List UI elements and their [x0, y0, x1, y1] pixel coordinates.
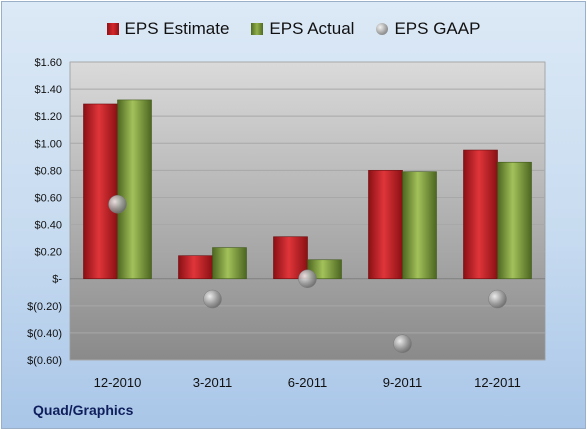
- legend-item-estimate: EPS Estimate: [106, 19, 230, 39]
- legend-item-gaap: EPS GAAP: [376, 19, 480, 39]
- legend-label-gaap: EPS GAAP: [394, 19, 481, 38]
- estimate-bar: [368, 170, 403, 280]
- estimate-bar: [463, 149, 498, 280]
- y-tick-label: $(0.20): [27, 301, 62, 313]
- gaap-marker: [393, 334, 412, 353]
- x-tick-label: 9-2011: [383, 375, 423, 390]
- actual-bar: [497, 161, 532, 280]
- legend-label-actual: EPS Actual: [269, 19, 355, 38]
- gaap-marker: [298, 269, 317, 288]
- estimate-bar: [83, 103, 118, 280]
- y-axis: $1.60 $1.40 $1.20 $1.00 $0.80 $0.60 $0.40 $0.20…: [27, 57, 62, 367]
- y-tick-label: $1.20: [34, 111, 62, 123]
- actual-swatch: [251, 23, 264, 35]
- y-tick-label: $1.00: [34, 138, 62, 150]
- x-tick-label: 3-2011: [193, 375, 233, 390]
- gaap-marker: [488, 289, 507, 309]
- y-tick-label: $0.40: [34, 220, 62, 232]
- estimate-bar: [178, 255, 213, 280]
- y-tick-label: $(0.40): [27, 328, 62, 340]
- x-axis: 12-2010 3-2011 6-2011 9-2011 12-2011: [94, 375, 521, 390]
- x-tick-label: 12-2011: [474, 375, 521, 390]
- company-name: Quad/Graphics: [33, 402, 134, 418]
- estimate-swatch: [106, 23, 119, 35]
- legend: EPS Estimate EPS Actual EPS GAAP: [0, 17, 587, 41]
- gaap-markers: [108, 194, 507, 353]
- y-tick-label: $(0.60): [27, 355, 62, 367]
- y-tick-label: $1.40: [34, 84, 62, 96]
- x-tick-label: 6-2011: [288, 375, 328, 390]
- actual-bar: [117, 99, 152, 280]
- y-tick-label: $-: [52, 274, 62, 286]
- y-tick-label: $0.60: [34, 192, 62, 204]
- y-tick-label: $1.60: [34, 57, 62, 69]
- actual-bar: [212, 247, 247, 280]
- gaap-marker: [108, 194, 127, 214]
- actual-bar: [402, 171, 437, 280]
- y-tick-label: $0.80: [34, 165, 62, 177]
- y-tick-label: $0.20: [34, 247, 62, 259]
- actual-bar: [307, 259, 342, 280]
- legend-item-actual: EPS Actual: [251, 19, 354, 39]
- x-tick-label: 12-2010: [94, 375, 142, 390]
- gaap-marker: [203, 289, 222, 309]
- legend-label-estimate: EPS Estimate: [124, 19, 230, 38]
- gaap-marker-swatch: [376, 23, 389, 35]
